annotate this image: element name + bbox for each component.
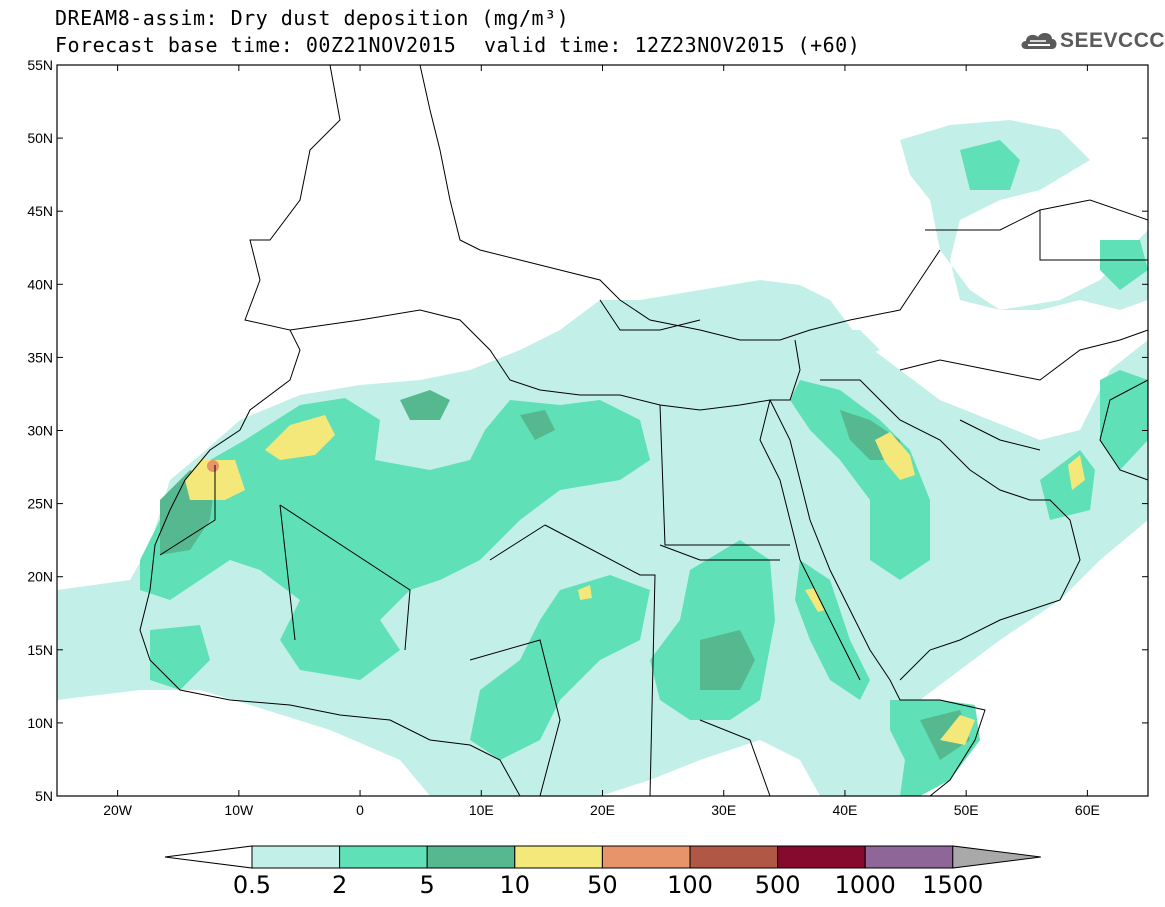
lat-axis: 55N 50N 45N 40N 35N 30N 25N 20N 15N 10N 5N xyxy=(27,57,1148,804)
lat-tick-label: 50N xyxy=(27,130,53,146)
colorbar-label: 5 xyxy=(420,871,435,899)
colorbar-label: 100 xyxy=(667,871,713,899)
lat-tick-label: 55N xyxy=(27,57,53,73)
colorbar-segment xyxy=(426,845,516,869)
colorbar-segment xyxy=(777,845,866,869)
lon-tick-label: 20W xyxy=(103,802,133,818)
cloud-icon xyxy=(1021,33,1057,49)
lat-tick-label: 15N xyxy=(27,642,53,658)
colorbar-segment xyxy=(251,845,341,869)
map-title: DREAM8-assim: Dry dust deposition (mg/m³… xyxy=(55,6,570,30)
dust-level-3 xyxy=(160,390,970,760)
lon-tick-label: 10W xyxy=(224,802,254,818)
colorbar-label: 0.5 xyxy=(233,871,271,899)
lon-axis: 20W 10W 0 10E 20E 30E 40E 50E 60E xyxy=(103,65,1100,818)
lat-tick-label: 40N xyxy=(27,276,53,292)
colorbar: 0.5 2 5 10 50 100 500 1000 1500 xyxy=(164,845,1041,899)
colorbar-label: 50 xyxy=(587,871,618,899)
lon-tick-label: 50E xyxy=(954,802,979,818)
colorbar-label: 2 xyxy=(332,871,347,899)
coastlines xyxy=(139,65,1148,796)
lat-tick-label: 5N xyxy=(35,788,53,804)
dust-level-2 xyxy=(140,140,1148,796)
lon-tick-label: 30E xyxy=(711,802,736,818)
lon-tick-label: 10E xyxy=(469,802,494,818)
lat-tick-label: 25N xyxy=(27,496,53,512)
lon-tick-label: 60E xyxy=(1075,802,1100,818)
valid-time: valid time: 12Z23NOV2015 (+60) xyxy=(484,33,861,57)
dust-level-5 xyxy=(207,460,219,472)
lon-tick-label: 40E xyxy=(832,802,857,818)
colorbar-label: 500 xyxy=(755,871,801,899)
colorbar-segment xyxy=(864,845,954,869)
lat-tick-label: 45N xyxy=(27,203,53,219)
colorbar-label: 1500 xyxy=(922,871,983,899)
colorbar-segment xyxy=(339,845,428,869)
colorbar-over-arrow xyxy=(952,845,1041,869)
colorbar-label: 1000 xyxy=(835,871,896,899)
lat-tick-label: 35N xyxy=(27,349,53,365)
lon-tick-label: 0 xyxy=(356,802,364,818)
colorbar-segment xyxy=(689,845,779,869)
colorbar-under-arrow xyxy=(164,845,253,869)
logo-text: SEEVCCC xyxy=(1060,29,1165,52)
lat-tick-label: 20N xyxy=(27,569,53,585)
lat-tick-label: 10N xyxy=(27,715,53,731)
forecast-base-time: Forecast base time: 00Z21NOV2015 xyxy=(55,33,457,57)
lat-tick-label: 30N xyxy=(27,423,53,439)
colorbar-segment xyxy=(514,845,603,869)
lon-tick-label: 20E xyxy=(590,802,615,818)
dust-field xyxy=(57,120,1148,796)
colorbar-label: 10 xyxy=(500,871,531,899)
colorbar-segment xyxy=(601,845,691,869)
